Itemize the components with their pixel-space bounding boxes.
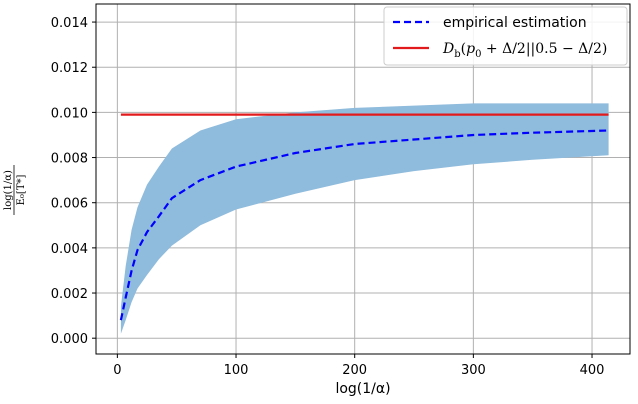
confidence-band-layer	[120, 103, 609, 334]
ticks: 0 100 200 300 400 0.000 0.002 0.004 0.006 0.008 0.…	[51, 16, 605, 378]
y-tick-label: 0.006	[51, 197, 88, 212]
y-axis-label-numerator: log(1/α)	[3, 170, 14, 210]
plot-frame	[95, 3, 631, 355]
empirical-estimation-line	[119, 129, 609, 321]
confidence-band	[120, 103, 609, 334]
x-axis-label: log(1/α)	[335, 381, 390, 397]
legend-box	[383, 6, 628, 66]
legend-bound-p: p	[466, 41, 475, 57]
y-axis-label: log(1/α) E₀[T*]	[3, 165, 27, 215]
y-tick-label: 0.012	[51, 61, 88, 76]
x-tick-label: 200	[342, 363, 367, 378]
y-tick-label: 0.002	[51, 287, 88, 302]
legend: empirical estimation Db(p0 + Δ/2||0.5 − …	[383, 6, 628, 66]
y-tick-label: 0.000	[51, 332, 88, 347]
y-axis-label-denominator: E₀[T*]	[16, 175, 27, 206]
legend-bound-p-sub: 0	[475, 49, 481, 60]
y-tick-label: 0.010	[51, 106, 88, 121]
y-tick-label: 0.014	[51, 16, 88, 31]
legend-label-bound: Db(p0 + Δ/2||0.5 − Δ/2)	[442, 41, 607, 60]
x-tick-label: 400	[580, 363, 605, 378]
legend-bound-rest: + Δ/2||0.5 − Δ/2)	[481, 41, 607, 57]
legend-bound-d: D	[442, 41, 454, 57]
legend-bound-open: (	[461, 41, 466, 57]
legend-label-empirical: empirical estimation	[443, 15, 587, 31]
x-tick-label: 100	[224, 363, 249, 378]
series-layer	[119, 113, 609, 321]
y-tick-label: 0.008	[51, 152, 88, 167]
x-tick-label: 300	[461, 363, 486, 378]
y-tick-label: 0.004	[51, 242, 88, 257]
x-tick-label: 0	[113, 363, 121, 378]
legend-bound-sub: b	[454, 49, 460, 60]
